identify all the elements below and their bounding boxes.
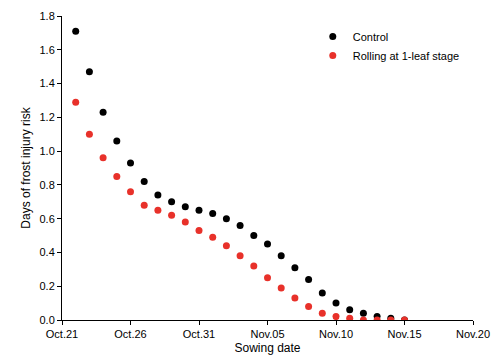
svg-text:Oct.31: Oct.31 xyxy=(183,328,215,340)
svg-text:Nov.05: Nov.05 xyxy=(250,328,284,340)
svg-text:0.4: 0.4 xyxy=(40,246,55,258)
svg-text:Control: Control xyxy=(353,31,388,43)
svg-text:0.0: 0.0 xyxy=(40,314,55,326)
svg-text:Rolling at 1-leaf stage: Rolling at 1-leaf stage xyxy=(353,50,459,62)
svg-text:0.8: 0.8 xyxy=(40,179,55,191)
svg-text:Oct.21: Oct.21 xyxy=(46,328,78,340)
svg-text:Nov.15: Nov.15 xyxy=(387,328,421,340)
svg-text:1.4: 1.4 xyxy=(40,77,55,89)
svg-text:1.8: 1.8 xyxy=(40,10,55,22)
svg-text:1.2: 1.2 xyxy=(40,111,55,123)
svg-text:Nov.20: Nov.20 xyxy=(456,328,490,340)
svg-text:0.2: 0.2 xyxy=(40,280,55,292)
svg-text:1.6: 1.6 xyxy=(40,44,55,56)
svg-text:Oct.26: Oct.26 xyxy=(114,328,146,340)
svg-text:Nov.10: Nov.10 xyxy=(319,328,353,340)
svg-text:0.6: 0.6 xyxy=(40,213,55,225)
svg-text:Days of frost injury risk: Days of frost injury risk xyxy=(19,106,33,228)
svg-text:Sowing date: Sowing date xyxy=(234,341,300,355)
svg-text:1.0: 1.0 xyxy=(40,145,55,157)
